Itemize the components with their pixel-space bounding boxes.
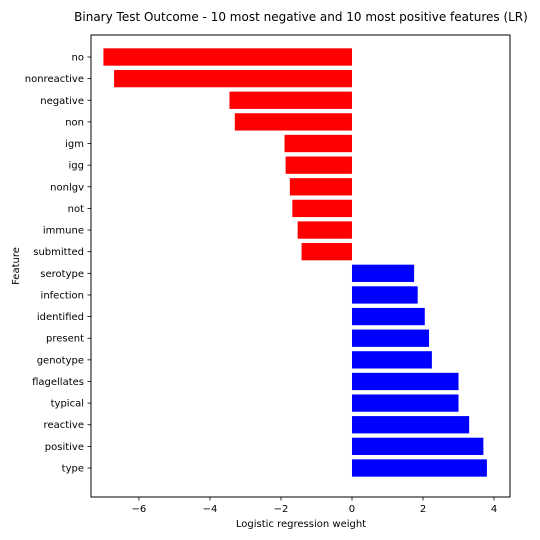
y-tick-label-non: non [65,117,84,128]
y-axis-label: Feature [11,247,22,285]
x-tick-label: 0 [349,504,355,515]
plot-frame [90,34,511,498]
y-tick-label-infection: infection [41,290,84,301]
y-tick-label-present: present [46,334,84,345]
bar-not [292,199,352,218]
y-tick-label-identified: identified [37,312,84,323]
bar-flagellates [351,372,459,391]
bar-igm [284,134,352,153]
y-tick-label-no: no [72,53,84,64]
y-tick-label-negative: negative [40,96,84,107]
y-tick-label-not: not [68,204,84,215]
bar-infection [351,286,418,304]
y-tick-label-nonlgv: nonlgv [50,182,84,193]
x-axis-ticks: −6 −4 −2 0 2 4 [132,497,497,515]
bar-igg [285,156,352,174]
bar-submitted [301,243,352,261]
y-tick-label-positive: positive [45,442,84,453]
bar-nonreactive [114,69,352,88]
bar-identified [351,307,425,326]
bar-genotype [351,351,432,369]
bar-nonlgv [289,178,352,196]
x-tick-label: −2 [274,504,289,515]
chart-title: Binary Test Outcome - 10 most negative a… [74,10,528,24]
bar-no [103,48,352,66]
y-tick-label-igg: igg [69,161,84,172]
y-tick-label-igm: igm [65,139,84,150]
y-tick-label-nonreactive: nonreactive [25,74,84,85]
bar-non [234,113,352,131]
bar-typical [351,394,459,412]
x-tick-label: 2 [420,504,426,515]
bar-serotype [351,264,415,282]
bars-group [103,48,487,477]
bar-type [351,459,487,477]
y-tick-label-reactive: reactive [44,420,84,431]
y-tick-label-immune: immune [43,226,84,237]
y-tick-label-submitted: submitted [33,247,84,258]
bar-reactive [351,416,470,434]
y-axis-ticks: no nonreactive negative non igm igg nonlgv not i… [25,53,91,475]
bar-negative [229,91,352,109]
x-axis-label: Logistic regression weight [236,519,366,530]
y-tick-label-type: type [62,464,84,475]
bar-immune [297,221,352,239]
y-tick-label-flagellates: flagellates [32,377,84,388]
x-tick-label: 4 [491,504,497,515]
x-tick-label: −6 [132,504,147,515]
bar-present [351,329,430,347]
bar-positive [351,437,484,456]
y-tick-label-genotype: genotype [37,355,84,366]
y-tick-label-typical: typical [51,399,84,410]
x-tick-label: −4 [203,504,218,515]
y-tick-label-serotype: serotype [40,269,84,280]
